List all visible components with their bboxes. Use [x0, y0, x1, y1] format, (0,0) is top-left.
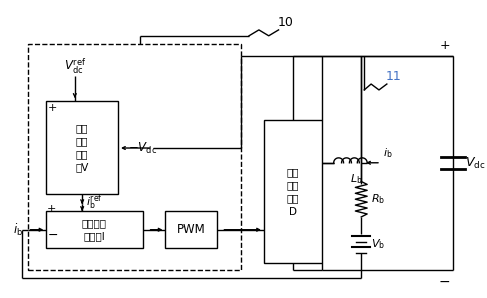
Text: $L_{\mathrm{b}}$: $L_{\mathrm{b}}$ — [350, 173, 363, 187]
Text: $- V_{\mathrm{dc}}$: $- V_{\mathrm{dc}}$ — [128, 140, 157, 156]
Text: 内部电流
控制器I: 内部电流 控制器I — [82, 218, 107, 241]
Text: −: − — [438, 275, 450, 289]
Text: $R_{\mathrm{b}}$: $R_{\mathrm{b}}$ — [371, 192, 385, 206]
Bar — [46, 101, 118, 194]
Bar — [166, 211, 217, 249]
Text: $V_{\mathrm{dc}}^{\mathrm{ref}}$: $V_{\mathrm{dc}}^{\mathrm{ref}}$ — [64, 57, 86, 76]
Text: +: + — [48, 103, 57, 113]
Text: 10: 10 — [278, 15, 293, 29]
Bar — [46, 211, 143, 249]
Text: PWM: PWM — [177, 223, 206, 236]
Text: $V_{\mathrm{b}}$: $V_{\mathrm{b}}$ — [371, 238, 385, 252]
Text: $i_{\mathrm{b}}$: $i_{\mathrm{b}}$ — [383, 146, 393, 160]
Text: $V_{\mathrm{dc}}$: $V_{\mathrm{dc}}$ — [465, 156, 485, 171]
Bar — [264, 120, 322, 263]
Bar — [28, 44, 241, 270]
Text: 11: 11 — [386, 70, 402, 83]
Text: 直流
电压
控制
器V: 直流 电压 控制 器V — [75, 123, 89, 172]
Text: +: + — [439, 38, 450, 52]
Text: $i_{\mathrm{b}}^{\mathrm{ref}}$: $i_{\mathrm{b}}^{\mathrm{ref}}$ — [86, 192, 103, 212]
Text: +: + — [47, 204, 56, 214]
Text: 电池
侧变
流器
D: 电池 侧变 流器 D — [286, 167, 299, 217]
Text: −: − — [47, 229, 58, 242]
Text: $i_{\mathrm{b}}$: $i_{\mathrm{b}}$ — [13, 222, 23, 238]
